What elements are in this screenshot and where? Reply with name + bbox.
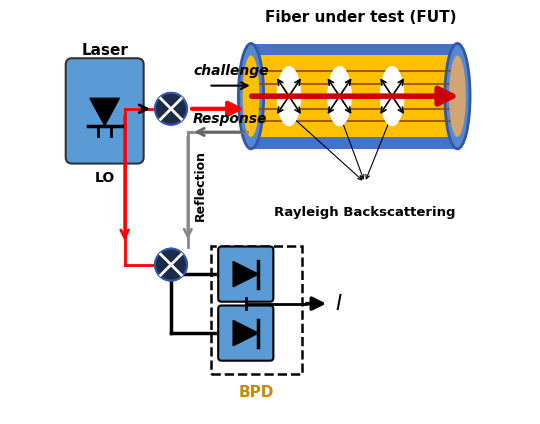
Text: BPD: BPD: [239, 385, 274, 400]
Ellipse shape: [328, 67, 351, 126]
Text: Rayleigh Backscattering: Rayleigh Backscattering: [274, 206, 456, 219]
Text: challenge: challenge: [194, 64, 269, 78]
Text: Fiber under test (FUT): Fiber under test (FUT): [265, 10, 456, 25]
Text: 0.79: 0.79: [387, 212, 389, 213]
Text: $\mathit{I}$: $\mathit{I}$: [335, 293, 343, 314]
Text: Reflection: Reflection: [194, 150, 207, 220]
Text: LO: LO: [95, 171, 116, 185]
Ellipse shape: [381, 67, 404, 126]
Polygon shape: [90, 98, 119, 126]
Ellipse shape: [278, 67, 301, 126]
Circle shape: [155, 248, 187, 281]
FancyBboxPatch shape: [66, 58, 144, 164]
Ellipse shape: [449, 55, 466, 137]
Polygon shape: [233, 262, 259, 287]
Ellipse shape: [238, 44, 264, 149]
Ellipse shape: [242, 55, 259, 137]
Circle shape: [155, 93, 187, 125]
Bar: [251, 44, 457, 149]
FancyBboxPatch shape: [218, 306, 273, 361]
Polygon shape: [233, 321, 259, 346]
FancyBboxPatch shape: [218, 246, 273, 302]
Ellipse shape: [445, 44, 470, 149]
Text: Laser: Laser: [81, 43, 128, 58]
Bar: [251, 55, 457, 137]
Text: Response: Response: [192, 112, 267, 126]
